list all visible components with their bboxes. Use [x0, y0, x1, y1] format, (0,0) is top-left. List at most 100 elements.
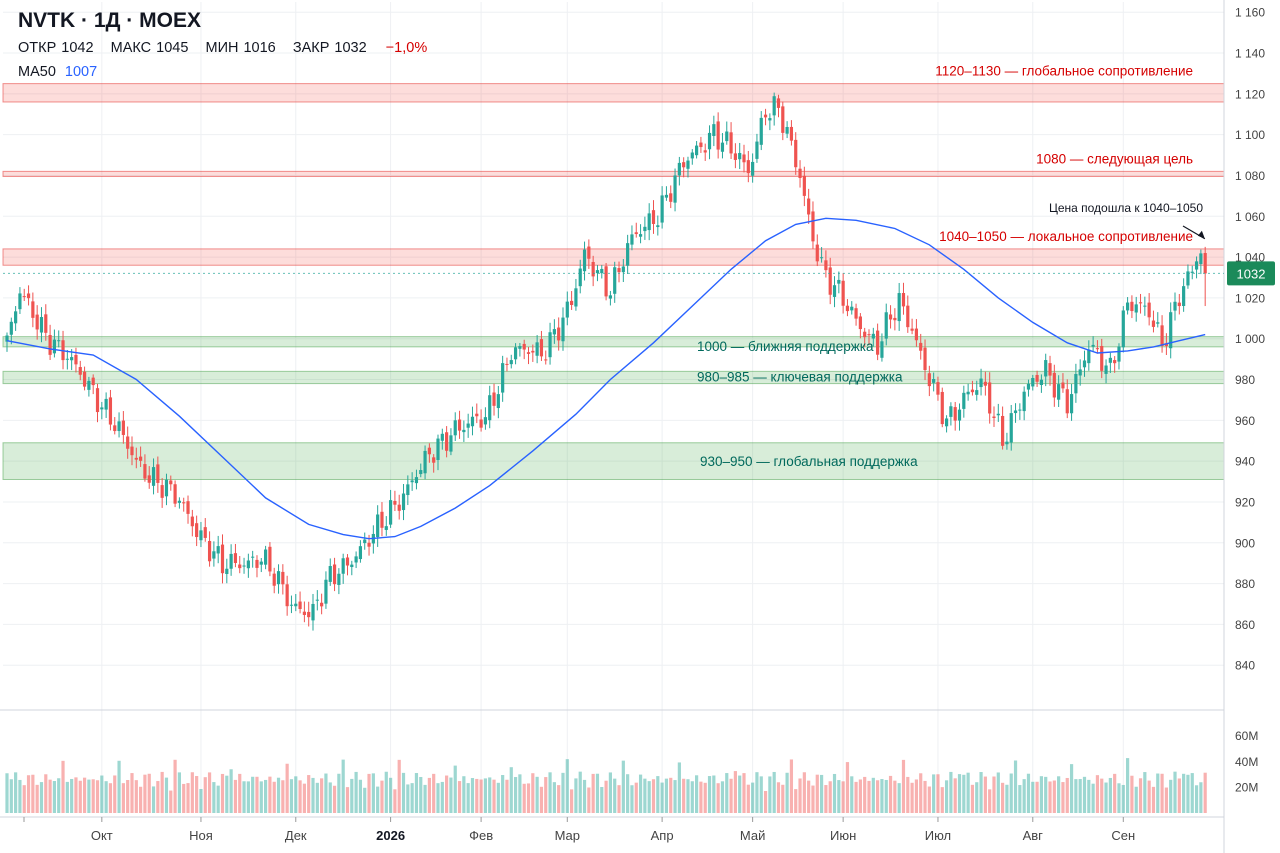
- candle-body: [52, 339, 57, 354]
- volume-bar: [1048, 781, 1052, 813]
- volume-bar: [557, 785, 561, 813]
- candle: [294, 594, 298, 612]
- volume-bar: [18, 779, 22, 813]
- candle: [337, 568, 341, 595]
- candle: [630, 225, 634, 251]
- candle: [587, 239, 591, 269]
- candle-body: [785, 126, 789, 134]
- candle-body: [505, 363, 509, 365]
- candle: [781, 101, 785, 141]
- candle-body: [604, 266, 608, 297]
- candle: [332, 557, 337, 592]
- volume-bar: [789, 759, 794, 813]
- candle-body: [621, 266, 625, 273]
- candle: [888, 305, 893, 329]
- support-zone: [2, 442, 1225, 480]
- volume-bar: [186, 783, 190, 813]
- candle-body: [781, 106, 785, 133]
- ma50-line[interactable]: [6, 217, 1206, 540]
- ma-legend[interactable]: MA50 1007: [18, 64, 102, 80]
- candle-body: [384, 526, 388, 530]
- candle: [897, 282, 901, 331]
- candle: [1082, 350, 1087, 377]
- candle: [1160, 315, 1164, 353]
- candle: [1022, 386, 1026, 421]
- volume-bar: [238, 773, 242, 813]
- current-price-tag[interactable]: [1227, 261, 1275, 286]
- candle-body: [233, 553, 238, 564]
- candle-body: [595, 270, 600, 274]
- y-tick-label: 1 160: [1235, 6, 1265, 20]
- y-tick-label: 1 120: [1235, 87, 1265, 101]
- volume-bar: [888, 775, 893, 813]
- candle: [1052, 364, 1056, 407]
- volume-bar: [1052, 780, 1056, 813]
- candle-body: [207, 540, 212, 562]
- candle: [5, 332, 9, 352]
- candle: [850, 301, 854, 315]
- volume-bar: [570, 789, 574, 813]
- candle: [548, 322, 552, 365]
- candle: [1126, 297, 1130, 315]
- candle-body: [380, 511, 384, 528]
- volume-bar: [664, 778, 669, 813]
- candle-body: [26, 293, 31, 299]
- volume-bar: [725, 773, 729, 813]
- candle-body: [772, 96, 776, 116]
- candle: [1001, 406, 1005, 450]
- candle-body: [311, 603, 315, 621]
- candle: [1182, 278, 1186, 312]
- candle-body: [932, 379, 936, 383]
- candle: [242, 557, 246, 574]
- candle: [660, 186, 664, 229]
- candle: [509, 354, 513, 369]
- candle: [436, 434, 440, 471]
- candle: [841, 273, 845, 314]
- candle: [1018, 403, 1022, 420]
- volume-bar: [233, 779, 238, 813]
- volume-bar: [397, 759, 401, 813]
- candle-body: [638, 234, 643, 237]
- volume-tick-label: 60M: [1235, 729, 1258, 743]
- candle: [656, 215, 660, 236]
- candle: [410, 472, 414, 491]
- candle-body: [22, 296, 26, 298]
- candle: [811, 201, 815, 249]
- candle-body: [496, 394, 500, 409]
- candle: [1035, 370, 1039, 387]
- symbol-title[interactable]: NVTK · 1Д · MOEX: [18, 9, 201, 32]
- candle: [91, 374, 95, 395]
- candle: [48, 324, 52, 361]
- candle: [264, 545, 268, 570]
- candle-body: [9, 321, 13, 335]
- candle: [1069, 383, 1074, 421]
- candle: [26, 285, 31, 306]
- candle-body: [1151, 320, 1156, 327]
- volume-bar: [1069, 764, 1074, 813]
- candle: [371, 525, 375, 554]
- candle-body: [100, 407, 104, 410]
- candle-body: [401, 493, 406, 511]
- candle-body: [858, 316, 862, 330]
- volume-bar: [35, 784, 39, 813]
- candle: [104, 392, 108, 418]
- volume-bar: [65, 781, 69, 813]
- candle-body: [914, 328, 919, 341]
- candle-body: [807, 198, 811, 215]
- x-tick-label: Июл: [925, 828, 951, 843]
- candle: [828, 257, 832, 305]
- support-label: 930–950 — глобальная поддержка: [700, 454, 918, 469]
- volume-bar: [759, 776, 763, 813]
- candle: [910, 318, 914, 335]
- volume-bar: [457, 781, 462, 813]
- candle-body: [591, 261, 595, 277]
- candle-body: [44, 314, 48, 333]
- candle-body: [544, 359, 548, 361]
- candle: [212, 541, 216, 567]
- candle: [384, 516, 388, 536]
- volume-bar: [199, 788, 203, 813]
- candle-body: [574, 288, 578, 307]
- low-label: МИН: [205, 40, 239, 56]
- candle-body: [552, 329, 556, 335]
